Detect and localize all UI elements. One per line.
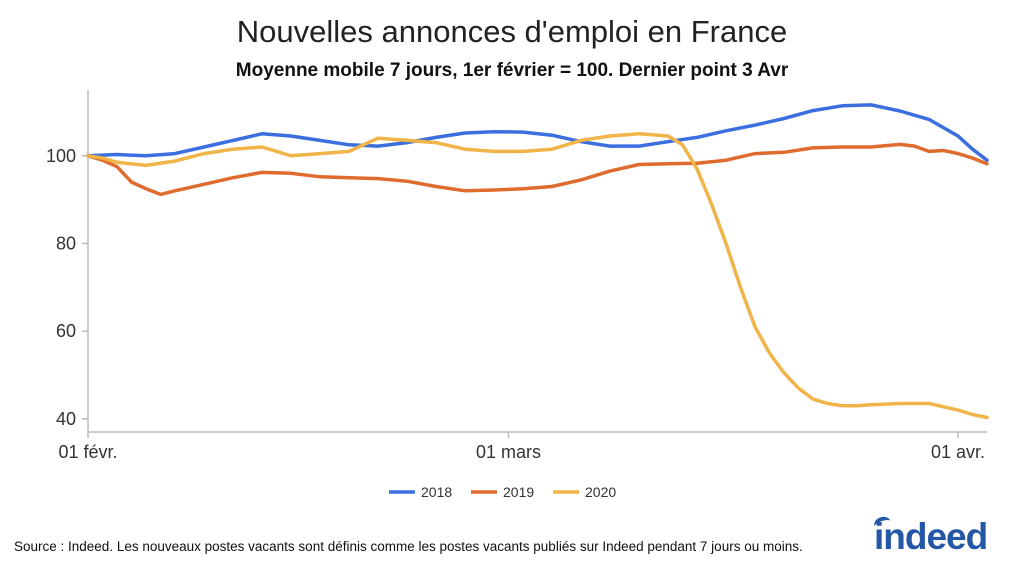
x-tick-label: 01 mars [476, 442, 541, 462]
y-tick-label: 80 [56, 233, 76, 253]
legend-label-2020: 2020 [585, 484, 616, 500]
chart-subtitle: Moyenne mobile 7 jours, 1er février = 10… [235, 60, 789, 81]
line-chart: 40 60 80 100 01 févr. 01 mars 01 avr. 2018 2019… [46, 90, 989, 500]
legend-label-2019: 2019 [503, 484, 534, 500]
series-line-2018 [86, 103, 989, 162]
legend-label-2018: 2018 [421, 484, 452, 500]
indeed-logo: indeed [874, 516, 988, 557]
axes: 40 60 80 100 01 févr. 01 mars 01 avr. [46, 90, 987, 462]
series-line-2019 [86, 142, 989, 197]
x-tick-label: 01 févr. [58, 442, 117, 462]
chart-title: Nouvelles annonces d'emploi en France [236, 14, 788, 49]
series-line-2020 [86, 132, 989, 420]
series-lines [86, 103, 989, 420]
x-tick-label: 01 avr. [931, 442, 985, 462]
y-tick-label: 100 [46, 146, 76, 166]
y-tick-label: 40 [56, 409, 76, 429]
source-note: Source : Indeed. Les nouveaux postes vac… [14, 539, 803, 554]
y-tick-label: 60 [56, 321, 76, 341]
legend: 2018 2019 2020 [389, 484, 616, 500]
